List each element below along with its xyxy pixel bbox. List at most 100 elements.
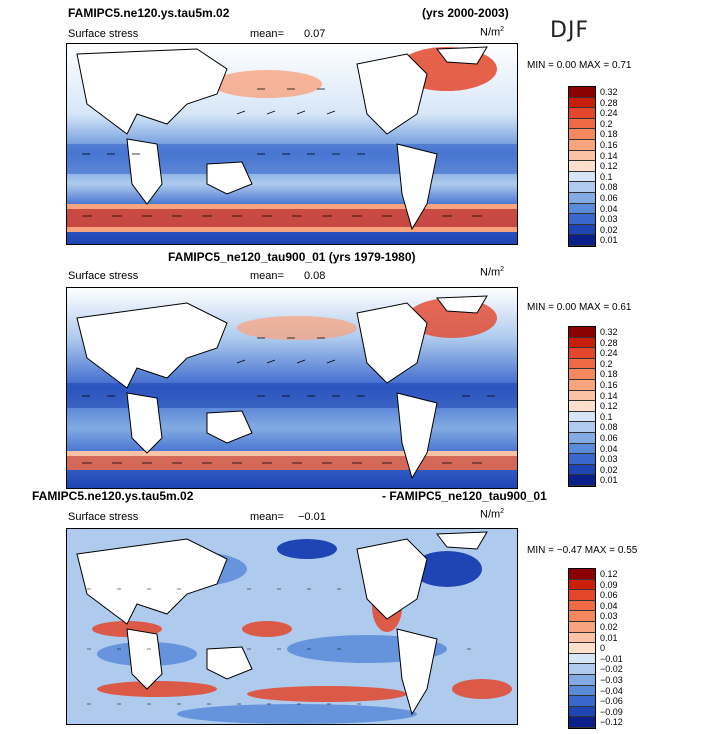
panel2-colorbar-swatch — [569, 390, 595, 402]
season-label: DJF — [550, 18, 590, 43]
panel3-cbar-label: 0 — [600, 643, 606, 653]
panel1-colorbar-swatch — [569, 87, 595, 98]
panel1-colorbar-swatch — [569, 139, 595, 151]
years-range-top: (yrs 2000-2003) — [422, 6, 509, 20]
panel3-colorbar-swatch — [569, 579, 595, 591]
panel2-colorbar-swatch — [569, 379, 595, 391]
panel1-cbar-label: 0.32 — [600, 87, 618, 97]
panel2-colorbar-swatch — [569, 369, 595, 380]
panel3-cbar-label: 0.01 — [600, 633, 618, 643]
panel3-cbar-label: 0.02 — [600, 622, 618, 632]
panel3-colorbar-swatch — [569, 674, 595, 686]
panel2-cbar-label: 0.28 — [600, 338, 618, 348]
panel1-colorbar-swatch — [569, 224, 595, 236]
panel1-colorbar-swatch — [569, 97, 595, 109]
panel1-cbar-label: 0.12 — [600, 161, 618, 171]
panel2-colorbar-swatch — [569, 358, 595, 370]
panel3-map-svg — [67, 529, 517, 724]
panel2-colorbar-swatch — [569, 411, 595, 423]
panel3-colorbar-swatch — [569, 590, 595, 601]
panel3-cbar-label: 0.06 — [600, 590, 618, 600]
panel1-cbar-label: 0.02 — [600, 225, 618, 235]
panel1-colorbar-swatch — [569, 129, 595, 140]
panel2-cbar-label: 0.08 — [600, 422, 618, 432]
panel2-cbar-label: 0.03 — [600, 454, 618, 464]
panel3-colorbar-swatch — [569, 621, 595, 633]
panel3-map — [66, 528, 518, 725]
panel3-colorbar-swatch — [569, 643, 595, 654]
panel2-cbar-label: 0.16 — [600, 380, 618, 390]
panel3-units: N/m2 — [480, 508, 505, 521]
panel3-colorbar — [568, 568, 596, 729]
panel3-colorbar-swatch — [569, 653, 595, 665]
panel3-mean-label: mean= — [250, 511, 284, 523]
panel2-cbar-label: 0.06 — [600, 433, 618, 443]
panel2-cbar-label: 0.2 — [600, 359, 613, 369]
panel3-wind-vectors — [87, 588, 471, 705]
panel1-cbar-label: 0.24 — [600, 108, 618, 118]
panel1-cbar-label: 0.16 — [600, 140, 618, 150]
panel3-min-max: MIN = −0.47 MAX = 0.55 — [527, 545, 638, 556]
panel3-colorbar-swatch — [569, 717, 595, 728]
panel2-cbar-label: 0.12 — [600, 401, 618, 411]
panel3-mean-value: −0.01 — [298, 511, 326, 523]
panel3-cbar-label: −0.09 — [600, 707, 623, 717]
panel3-cbar-label: −0.12 — [600, 717, 623, 727]
panel2-colorbar — [568, 326, 596, 487]
panel3-cbar-label: −0.01 — [600, 654, 623, 664]
panel1-colorbar-swatch — [569, 192, 595, 204]
panel2-colorbar-swatch — [569, 432, 595, 444]
panel3-colorbar-swatch — [569, 632, 595, 644]
panel2-cbar-label: 0.14 — [600, 391, 618, 401]
panel1-colorbar-swatch — [569, 108, 595, 119]
panel3-cbar-label: 0.04 — [600, 601, 618, 611]
experiment-title: FAMIPC5.ne120.ys.tau5m.02 — [68, 6, 230, 20]
panel1-mean-value: 0.07 — [304, 28, 326, 40]
panel2-units: N/m2 — [480, 266, 505, 279]
panel1-map — [66, 43, 518, 245]
panel2-colorbar-swatch — [569, 422, 595, 433]
panel2-title: FAMIPC5_ne120_tau900_01 (yrs 1979-1980) — [168, 250, 416, 264]
panel1-cbar-label: 0.01 — [600, 235, 618, 245]
panel1-colorbar-swatch — [569, 182, 595, 193]
panel3-cbar-label: 0.12 — [600, 569, 618, 579]
panel2-map — [66, 287, 518, 489]
panel2-map-svg — [67, 288, 517, 488]
panel2-mean-label: mean= — [250, 270, 284, 282]
panel3-cbar-label: −0.04 — [600, 686, 623, 696]
panel3-colorbar-swatch — [569, 696, 595, 707]
panel3-title-right: - FAMIPC5_ne120_tau900_01 — [382, 489, 547, 503]
panel3-colorbar-swatch — [569, 600, 595, 612]
panel1-units: N/m2 — [480, 26, 505, 39]
panel3-colorbar-swatch — [569, 569, 595, 580]
panel2-colorbar-swatch — [569, 443, 595, 455]
panel1-map-svg — [67, 44, 517, 244]
panel3-colorbar-swatch — [569, 706, 595, 718]
panel1-colorbar-swatch — [569, 214, 595, 225]
panel3-colorbar-swatch — [569, 664, 595, 675]
panel1-mean-label: mean= — [250, 28, 284, 40]
panel2-cbar-label: 0.1 — [600, 412, 613, 422]
panel1-cbar-label: 0.06 — [600, 193, 618, 203]
panel2-colorbar-swatch — [569, 464, 595, 476]
panel1-colorbar-swatch — [569, 203, 595, 215]
panel1-colorbar-swatch — [569, 118, 595, 130]
panel2-colorbar-swatch — [569, 475, 595, 486]
panel2-cbar-label: 0.02 — [600, 465, 618, 475]
panel1-colorbar-swatch — [569, 150, 595, 162]
panel2-colorbar-swatch — [569, 401, 595, 412]
panel1-cbar-label: 0.28 — [600, 98, 618, 108]
panel3-colorbar-swatch — [569, 685, 595, 697]
panel3-cbar-label: 0.09 — [600, 580, 618, 590]
panel2-wind-vectors — [82, 337, 495, 464]
panel2-cbar-label: 0.04 — [600, 444, 618, 454]
panel1-field-label: Surface stress — [68, 28, 139, 40]
panel3-cbar-label: −0.06 — [600, 696, 623, 706]
panel1-colorbar-swatch — [569, 161, 595, 172]
panel2-field-label: Surface stress — [68, 270, 139, 282]
panel1-cbar-label: 0.2 — [600, 119, 613, 129]
panel3-cbar-label: 0.03 — [600, 611, 618, 621]
panel2-cbar-label: 0.24 — [600, 348, 618, 358]
panel1-cbar-label: 0.1 — [600, 172, 613, 182]
panel3-title-left: FAMIPC5.ne120.ys.tau5m.02 — [32, 489, 194, 503]
